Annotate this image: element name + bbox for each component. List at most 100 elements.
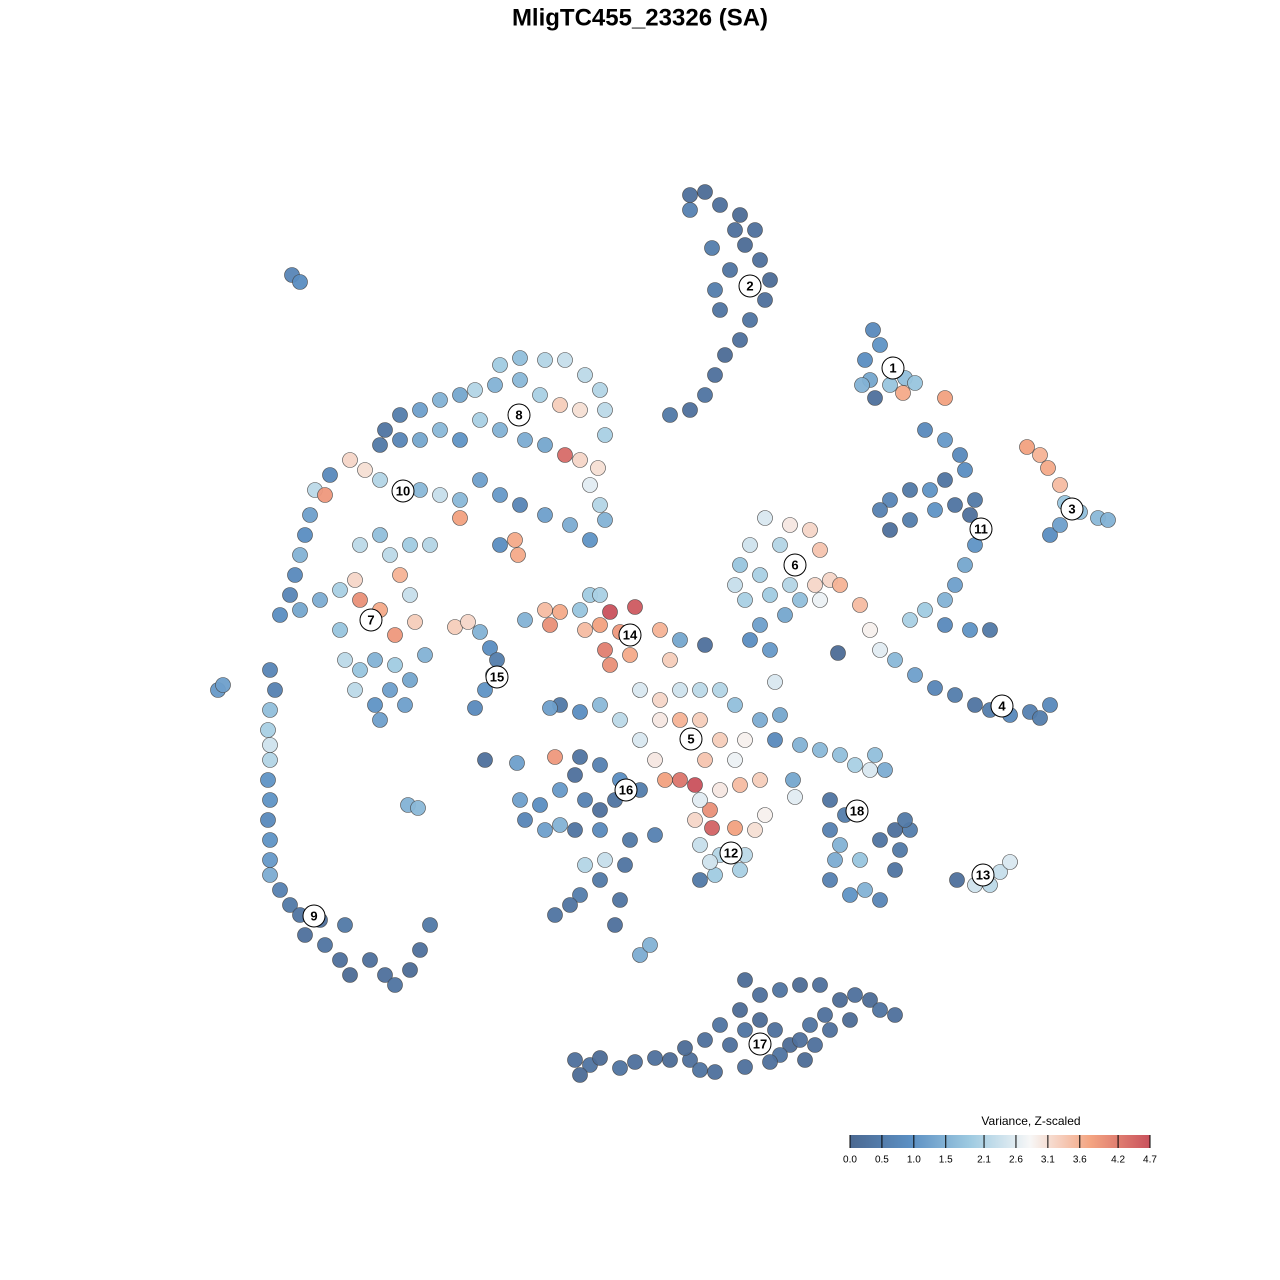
point [642,937,658,953]
point [707,367,723,383]
point [262,867,278,883]
point [452,492,468,508]
point [557,352,573,368]
point [882,377,898,393]
point [477,682,493,698]
cluster-label: 15 [490,669,504,684]
cluster-label: 7 [367,612,374,627]
point [785,772,801,788]
point [767,674,783,690]
point [367,652,383,668]
point [432,422,448,438]
colorbar-tick-label: 2.1 [977,1155,991,1166]
point [892,842,908,858]
point [937,390,953,406]
point [722,1037,738,1053]
point [867,747,883,763]
point [830,645,846,661]
point [597,852,613,868]
cluster-label: 2 [746,278,753,293]
point [747,822,763,838]
point [737,237,753,253]
point [872,502,888,518]
colorbar-tick-label: 1.5 [939,1155,953,1166]
cluster-marker [359,608,383,632]
point [622,832,638,848]
point [512,497,528,513]
cluster-label: 3 [1068,501,1075,516]
point [827,852,843,868]
point [697,752,713,768]
colorbar-tick-label: 3.1 [1041,1155,1055,1166]
point [672,632,688,648]
point [410,800,426,816]
point [272,882,288,898]
point [802,1017,818,1033]
point [632,682,648,698]
point [822,1022,838,1038]
point [602,657,618,673]
point [822,792,838,808]
point [757,807,773,823]
point [692,1062,708,1078]
cluster-label: 8 [515,407,522,422]
point [887,862,903,878]
point [792,977,808,993]
point [272,607,288,623]
point [662,1052,678,1068]
point [677,1040,693,1056]
point [647,827,663,843]
point [482,640,498,656]
point [752,712,768,728]
colorbar-tick-label: 4.2 [1111,1155,1125,1166]
point [762,1054,778,1070]
point [332,952,348,968]
point [792,737,808,753]
point [567,1052,583,1068]
point [727,820,743,836]
point [782,517,798,533]
point [842,887,858,903]
point [260,772,276,788]
point [1019,439,1035,455]
point [847,987,863,1003]
point [377,422,393,438]
point [342,452,358,468]
point [322,467,338,483]
point [397,697,413,713]
point [927,502,943,518]
point [672,682,688,698]
point [647,1050,663,1066]
point [387,657,403,673]
cluster-marker [783,553,807,577]
point [812,592,828,608]
point [452,510,468,526]
point [382,547,398,563]
point [732,332,748,348]
point [832,837,848,853]
point [452,387,468,403]
point [592,802,608,818]
point [737,1059,753,1075]
point [752,987,768,1003]
point [552,782,568,798]
point [862,762,878,778]
point [652,622,668,638]
point [697,1032,713,1048]
point [617,857,633,873]
point [707,282,723,298]
point [537,822,553,838]
point [962,507,978,523]
point [597,402,613,418]
point [967,697,983,713]
point [337,652,353,668]
cluster-marker [990,694,1014,718]
point [622,647,638,663]
point [772,982,788,998]
point [597,427,613,443]
point [592,617,608,633]
point [802,522,818,538]
point [852,597,868,613]
point [487,377,503,393]
point [342,967,358,983]
